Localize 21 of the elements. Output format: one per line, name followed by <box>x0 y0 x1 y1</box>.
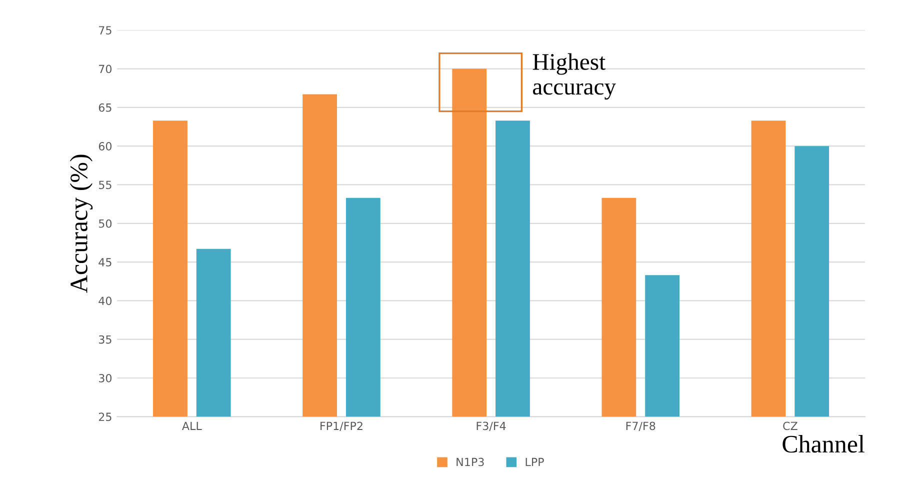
y-tick-label: 40 <box>98 296 112 306</box>
x-tick-label: CZ <box>783 422 798 430</box>
x-tick-label: FP1/FP2 <box>320 422 362 431</box>
annotation: Highest accuracy <box>532 53 616 100</box>
y-tick-label: 70 <box>99 64 112 74</box>
y-tick-label: 60 <box>98 142 112 150</box>
y-tick-label: 35 <box>98 335 112 344</box>
x-tick-label: ALL <box>182 422 202 430</box>
y-axis-title: Accuracy (%) <box>70 154 93 293</box>
y-tick-label: 65 <box>98 103 112 112</box>
y-tick-label: 50 <box>98 219 112 228</box>
y-tick-label: 75 <box>99 26 112 34</box>
legend-label: LPP <box>526 458 544 466</box>
y-tick-label: 55 <box>98 180 112 190</box>
x-tick-label: F3/F4 <box>476 422 506 431</box>
x-tick-label: F7/F8 <box>626 422 656 431</box>
legend-label: N1P3 <box>456 458 484 466</box>
y-tick-label: 25 <box>98 412 112 422</box>
x-axis-title: Channel <box>782 435 864 453</box>
y-tick-label: 45 <box>98 258 112 266</box>
y-tick-label: 30 <box>98 374 112 382</box>
